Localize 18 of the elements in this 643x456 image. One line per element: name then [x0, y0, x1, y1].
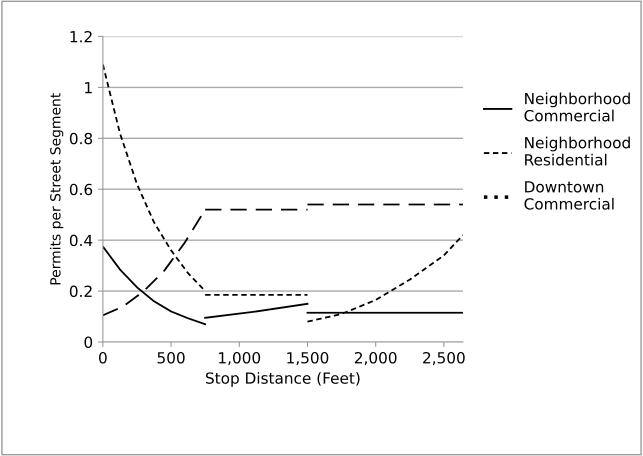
legend-label: Neighborhood Commercial — [524, 92, 630, 122]
x-tick-label: 0 — [99, 352, 107, 364]
y-tick-label: 0.4 — [70, 234, 92, 246]
x-tick-label: 2,500 — [423, 352, 465, 366]
x-tick-label: 500 — [158, 352, 185, 364]
y-axis-title: Permits per Street Segment — [50, 93, 64, 284]
y-tick-label: 0.8 — [70, 132, 92, 144]
x-tick-label: 1,500 — [287, 352, 328, 366]
y-tick-label: 1 — [85, 82, 92, 94]
x-tick-label: 1,000 — [219, 352, 260, 366]
legend-label: Neighborhood Residential — [525, 136, 630, 166]
legend-label: Downtown Commercial — [524, 181, 614, 210]
y-tick-label: 1.2 — [70, 30, 92, 42]
y-tick-label: 0 — [84, 336, 92, 348]
y-tick-label: 0.2 — [70, 286, 92, 298]
x-axis-title: Stop Distance (Feet) — [206, 372, 360, 387]
y-tick-label: 0.6 — [70, 184, 92, 196]
x-tick-label: 2,000 — [354, 352, 397, 366]
